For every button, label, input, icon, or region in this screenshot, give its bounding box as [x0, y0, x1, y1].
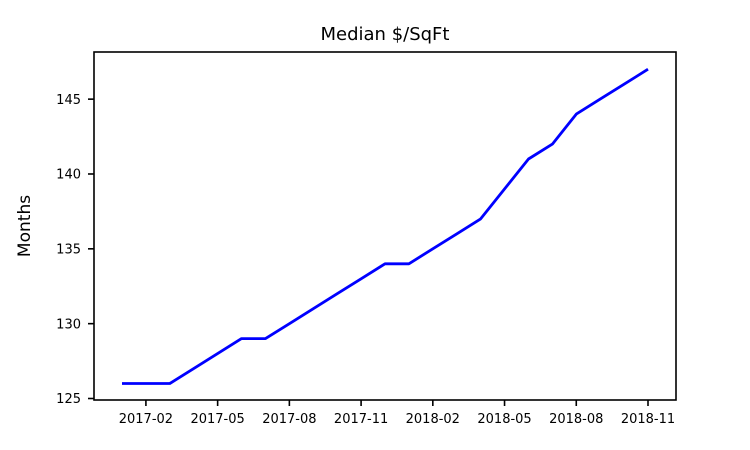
y-tick-label: 125 — [56, 392, 81, 407]
y-tick-label: 140 — [56, 168, 81, 183]
series-layer — [122, 68, 649, 385]
plot-border — [93, 51, 677, 401]
x-tick-label: 2017-11 — [334, 412, 388, 427]
data-line — [122, 68, 649, 385]
y-tick-label: 130 — [56, 317, 81, 332]
chart-title: Median $/SqFt — [321, 24, 450, 45]
y-tick-label: 135 — [56, 243, 81, 258]
y-tick-label: 145 — [56, 93, 81, 108]
axes-layer: 125 130 135 140 145 2017-02 2017-05 2017-08 2017… — [56, 51, 677, 427]
x-tick-label: 2018-02 — [406, 412, 460, 427]
x-tick-label: 2018-05 — [477, 412, 531, 427]
x-tick-label: 2017-08 — [262, 412, 316, 427]
x-tick-label: 2017-05 — [190, 412, 244, 427]
x-tick-label: 2017-02 — [119, 412, 173, 427]
x-tick-label: 2018-08 — [549, 412, 603, 427]
y-axis-label: Months — [15, 195, 35, 257]
x-tick-label: 2018-11 — [621, 412, 675, 427]
